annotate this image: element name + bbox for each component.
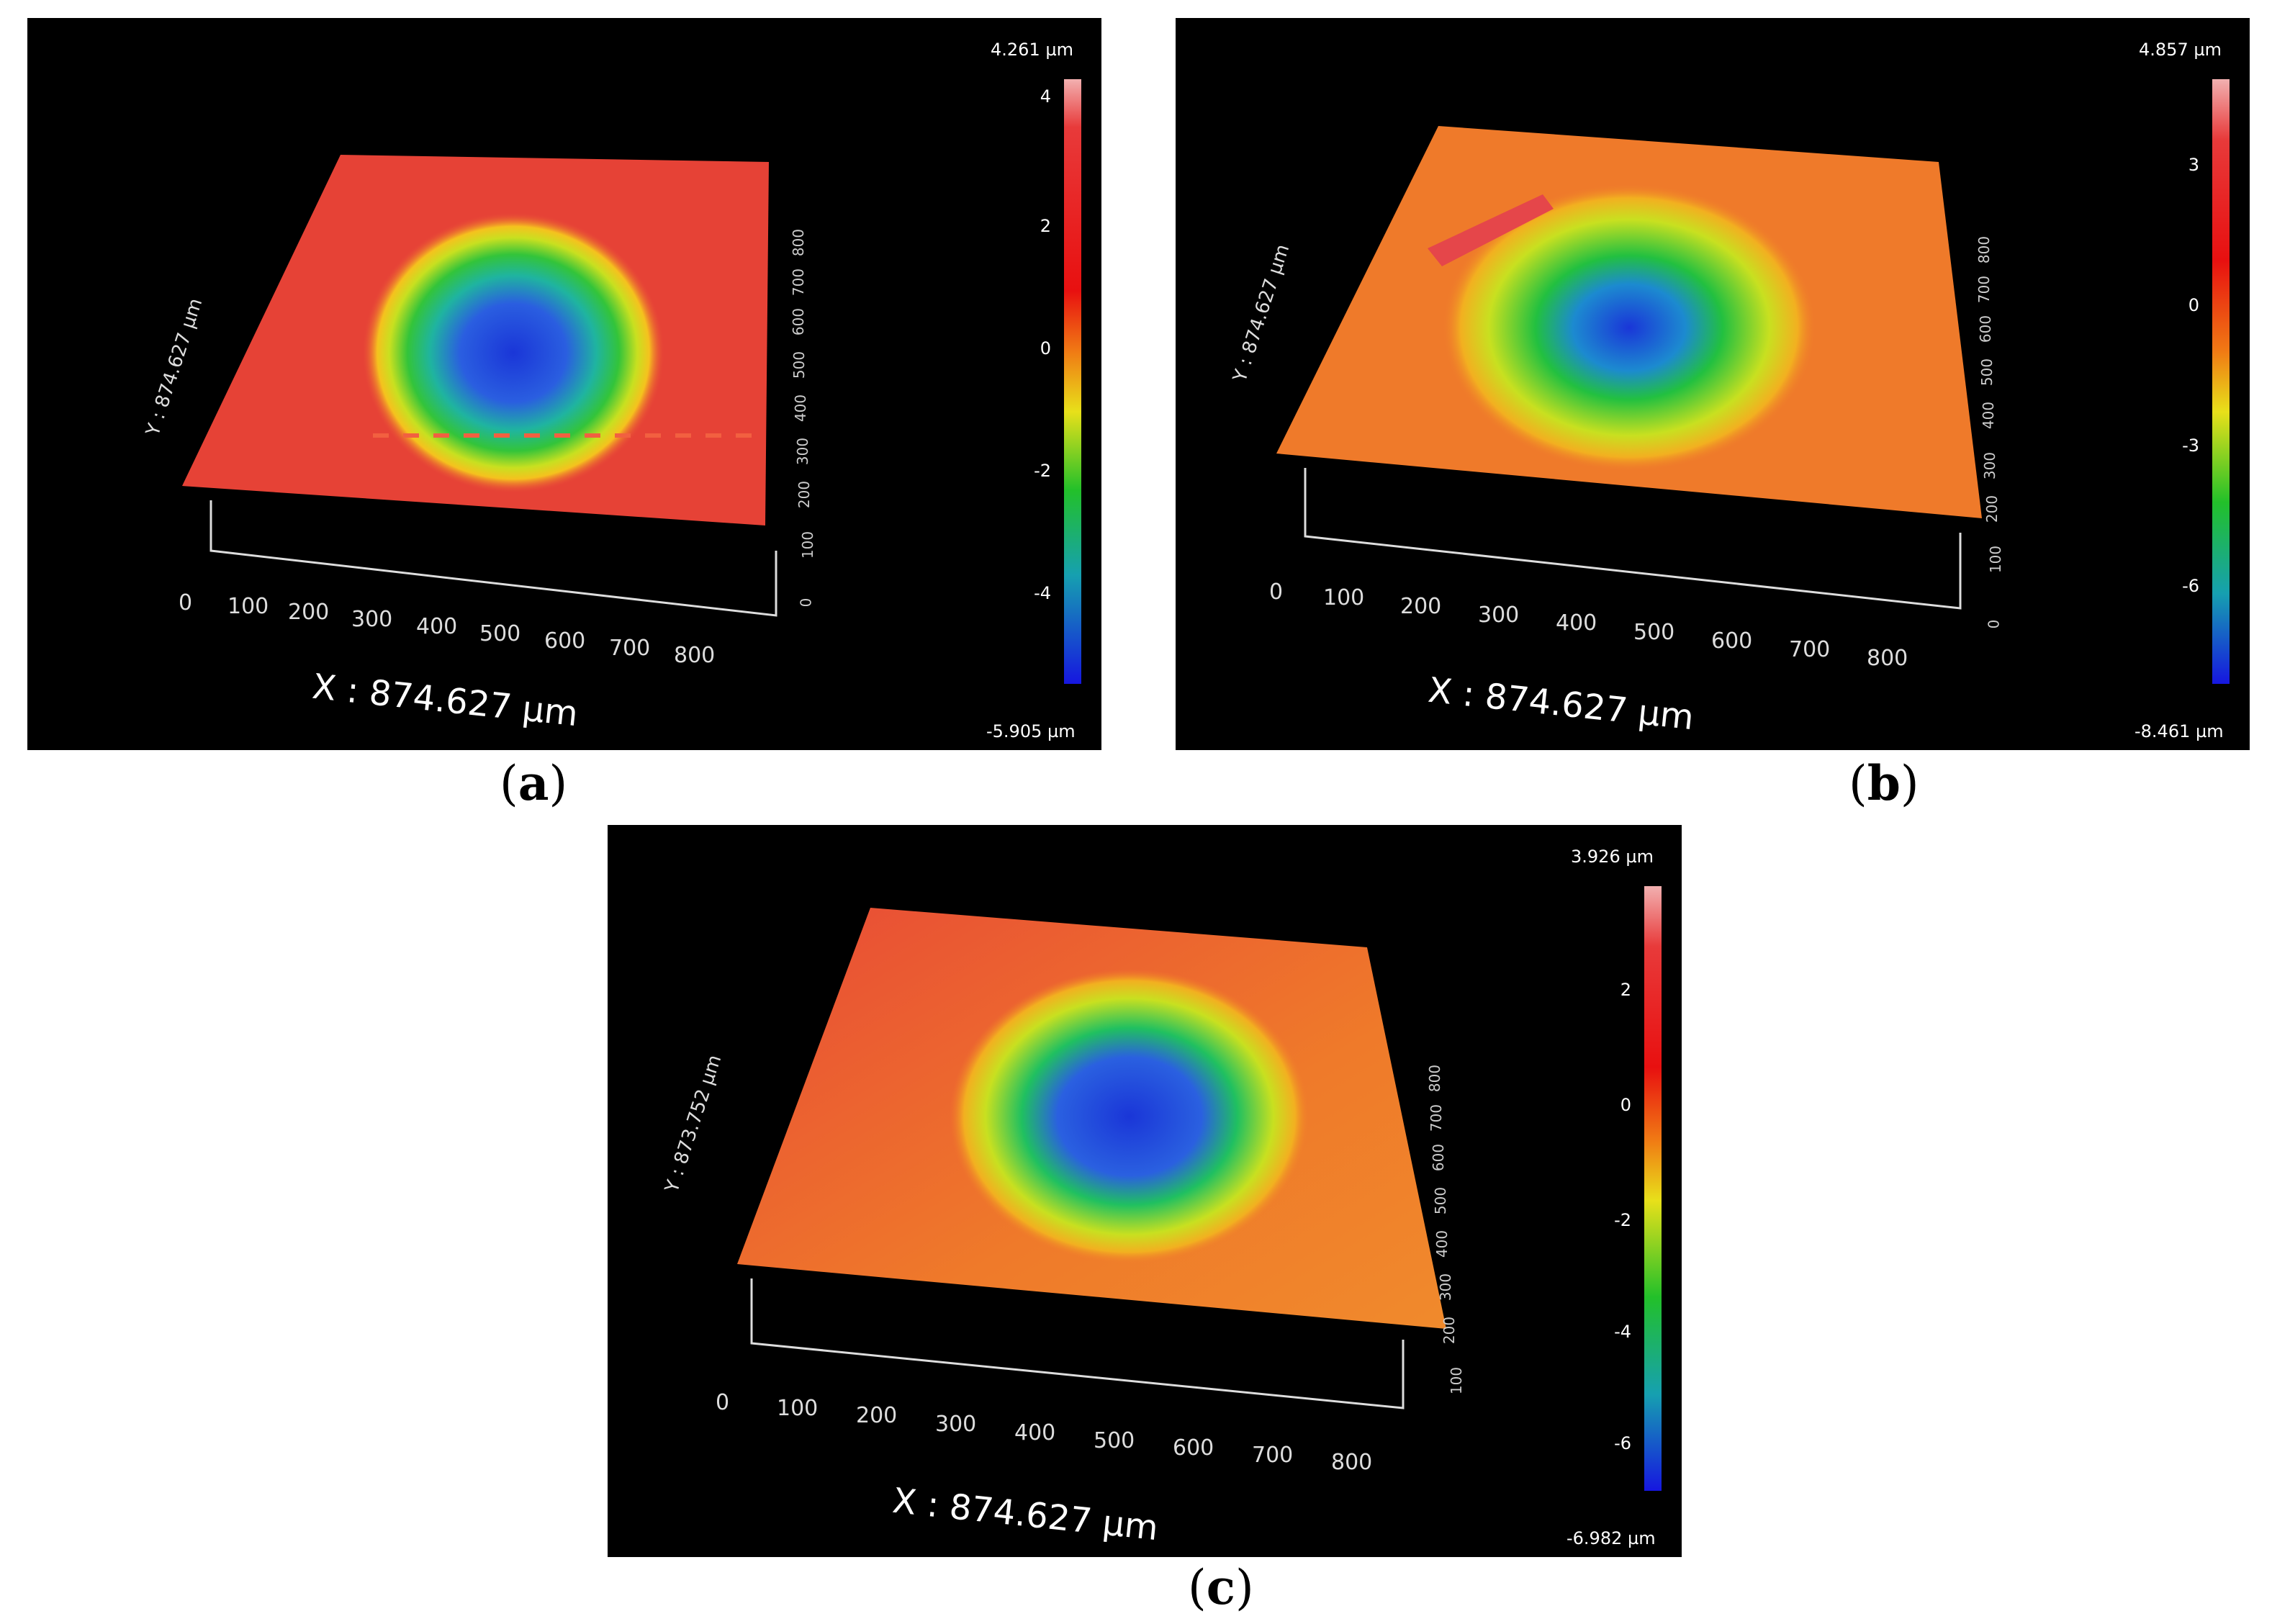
crater — [950, 969, 1309, 1264]
x-tick: 100 — [1323, 585, 1365, 610]
colorbar-tick: -4 — [1614, 1322, 1631, 1342]
colorbar-tick: 2 — [1620, 980, 1631, 1000]
x-tick: 500 — [479, 621, 521, 646]
x-tick: 600 — [1711, 628, 1753, 654]
x-tick: 700 — [609, 636, 651, 661]
y-tick: 800 — [790, 228, 808, 257]
x-tick: 600 — [544, 628, 586, 654]
y-tick: 400 — [792, 394, 810, 423]
x-tick: 300 — [1478, 603, 1520, 628]
colorbar-max-label: 4.261 µm — [991, 40, 1073, 60]
x-tick: 100 — [227, 594, 269, 619]
y-tick: 500 — [1432, 1186, 1450, 1215]
surface-3d-render-a — [182, 79, 1081, 684]
y-tick: 600 — [1977, 315, 1995, 343]
colorbar-tick: 0 — [1040, 338, 1051, 358]
y-tick: 800 — [1426, 1064, 1444, 1093]
colorbar-tick: -3 — [2182, 436, 2199, 456]
x-tick: 300 — [351, 607, 393, 632]
colorbar-min-label: -8.461 µm — [2134, 721, 2224, 741]
y-tick: 100 — [1987, 545, 2005, 574]
y-tick: 500 — [790, 351, 808, 379]
y-tick: 300 — [1981, 451, 1999, 480]
x-tick: 0 — [1269, 579, 1284, 605]
colorbar-tick: -2 — [1034, 461, 1051, 481]
colorbar-max-label: 3.926 µm — [1571, 847, 1654, 867]
x-tick: 500 — [1633, 620, 1675, 645]
crater — [1442, 184, 1816, 472]
x-tick: 200 — [856, 1403, 898, 1428]
y-tick: 700 — [1975, 275, 1993, 304]
y-tick: 600 — [1430, 1143, 1448, 1172]
colorbar-tick: -2 — [1614, 1210, 1631, 1230]
colorbar-tick: 2 — [1040, 216, 1051, 236]
colorbar-tick: 3 — [2188, 155, 2199, 175]
x-tick: 800 — [674, 643, 716, 668]
colorbar — [1644, 886, 1662, 1491]
y-tick: 600 — [790, 307, 808, 336]
crater — [362, 212, 664, 493]
colorbar-tick: 4 — [1040, 86, 1051, 107]
x-tick: 700 — [1252, 1443, 1294, 1468]
x-tick: 400 — [416, 614, 458, 639]
colorbar-tick: -6 — [1614, 1433, 1631, 1453]
y-tick: 200 — [1441, 1316, 1459, 1345]
x-tick: 400 — [1556, 610, 1597, 636]
surface-3d-render-b — [1276, 79, 2230, 684]
colorbar-tick: 0 — [1620, 1095, 1631, 1115]
surface-3d-render-c — [737, 886, 1662, 1491]
y-tick: 400 — [1980, 401, 1998, 430]
colorbar — [1064, 79, 1081, 684]
y-tick: 200 — [1983, 495, 2001, 523]
x-tick: 200 — [288, 600, 330, 625]
y-tick: 700 — [790, 268, 808, 297]
colorbar-max-label: 4.857 µm — [2139, 40, 2222, 60]
y-tick: 400 — [1433, 1230, 1451, 1258]
y-tick: 800 — [1975, 235, 1993, 264]
colorbar-tick: -6 — [2182, 576, 2199, 596]
y-tick: 100 — [1448, 1366, 1466, 1395]
y-tick: 300 — [794, 437, 812, 466]
y-tick: 500 — [1978, 358, 1996, 387]
x-tick: 600 — [1173, 1435, 1214, 1461]
y-tick: 100 — [799, 531, 817, 559]
x-tick: 700 — [1789, 637, 1831, 662]
caption-b: (b) — [1849, 755, 1919, 811]
caption-c: (c) — [1188, 1559, 1254, 1615]
y-tick: 200 — [795, 480, 813, 509]
surface-plot-a: 4.261 µm -5.905 µm 4 2 0 -2 -4 0 100 200… — [27, 18, 1101, 750]
x-tick: 300 — [935, 1412, 977, 1437]
y-tick: 0 — [1985, 619, 2003, 629]
x-tick: 100 — [777, 1396, 819, 1421]
colorbar-min-label: -6.982 µm — [1566, 1528, 1656, 1548]
caption-a: (a) — [500, 755, 568, 811]
surface-plot-b: 4.857 µm -8.461 µm 3 0 -3 -6 0 100 200 3… — [1176, 18, 2250, 750]
x-tick: 800 — [1331, 1450, 1373, 1475]
colorbar-tick: -4 — [1034, 583, 1051, 603]
x-tick: 800 — [1867, 646, 1908, 671]
x-tick: 0 — [716, 1390, 730, 1415]
x-tick: 500 — [1094, 1428, 1135, 1453]
x-tick: 0 — [179, 590, 193, 615]
y-tick: 0 — [797, 597, 815, 608]
y-tick: 300 — [1437, 1273, 1455, 1302]
colorbar — [2212, 79, 2230, 684]
y-tick: 700 — [1428, 1104, 1446, 1132]
surface-plot-c: 3.926 µm -6.982 µm 2 0 -2 -4 -6 0 100 20… — [608, 825, 1682, 1557]
colorbar-min-label: -5.905 µm — [986, 721, 1076, 741]
colorbar-tick: 0 — [2188, 295, 2199, 315]
x-tick: 400 — [1014, 1420, 1056, 1445]
x-tick: 200 — [1400, 594, 1442, 619]
